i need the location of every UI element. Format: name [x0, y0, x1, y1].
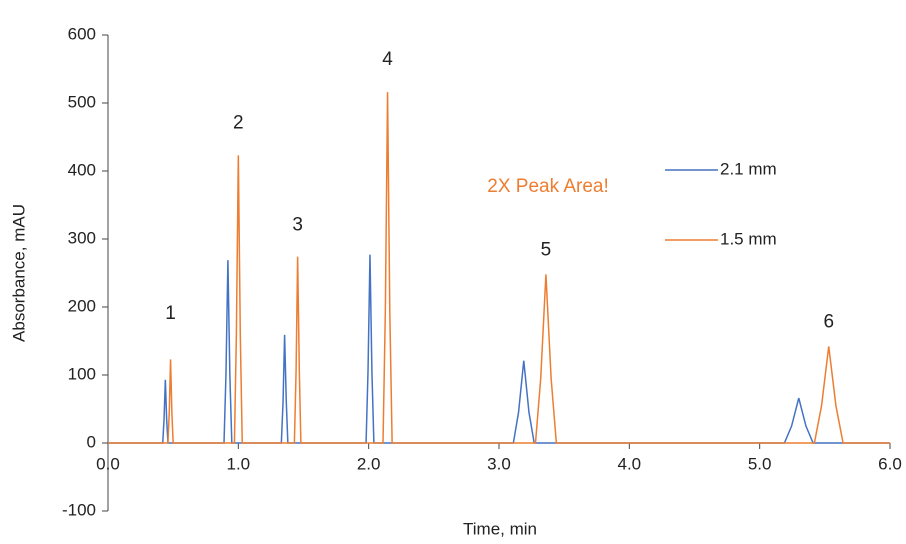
x-tick-label: 2.0 [357, 454, 381, 473]
y-tick-label: 600 [68, 24, 96, 43]
x-tick-label: 5.0 [748, 454, 772, 473]
y-tick-label: 500 [68, 92, 96, 111]
y-tick-label: -100 [62, 500, 96, 519]
series-line [108, 92, 890, 444]
y-tick-label: 100 [68, 364, 96, 383]
x-tick-label: 6.0 [878, 454, 902, 473]
series-line [108, 254, 890, 444]
peak-label: 3 [292, 214, 303, 235]
y-tick-label: 300 [68, 228, 96, 247]
x-tick-label: 0.0 [96, 454, 120, 473]
y-tick-label: 200 [68, 296, 96, 315]
peak-label: 4 [382, 49, 393, 70]
x-tick-label: 4.0 [618, 454, 642, 473]
peak-label: 1 [165, 303, 176, 324]
x-tick-label: 3.0 [487, 454, 511, 473]
x-tick-label: 1.0 [227, 454, 251, 473]
y-tick-label: 400 [68, 160, 96, 179]
y-axis-label: Absorbance, mAU [9, 204, 28, 342]
legend-label: 1.5 mm [720, 229, 777, 248]
peak-label: 5 [541, 240, 552, 261]
peak-label: 2 [233, 112, 244, 133]
legend-label: 2.1 mm [720, 159, 777, 178]
annotation: 2X Peak Area! [487, 176, 608, 197]
x-axis-label: Time, min [463, 519, 537, 538]
peak-label: 6 [823, 312, 834, 333]
y-tick-label: 0 [87, 432, 96, 451]
